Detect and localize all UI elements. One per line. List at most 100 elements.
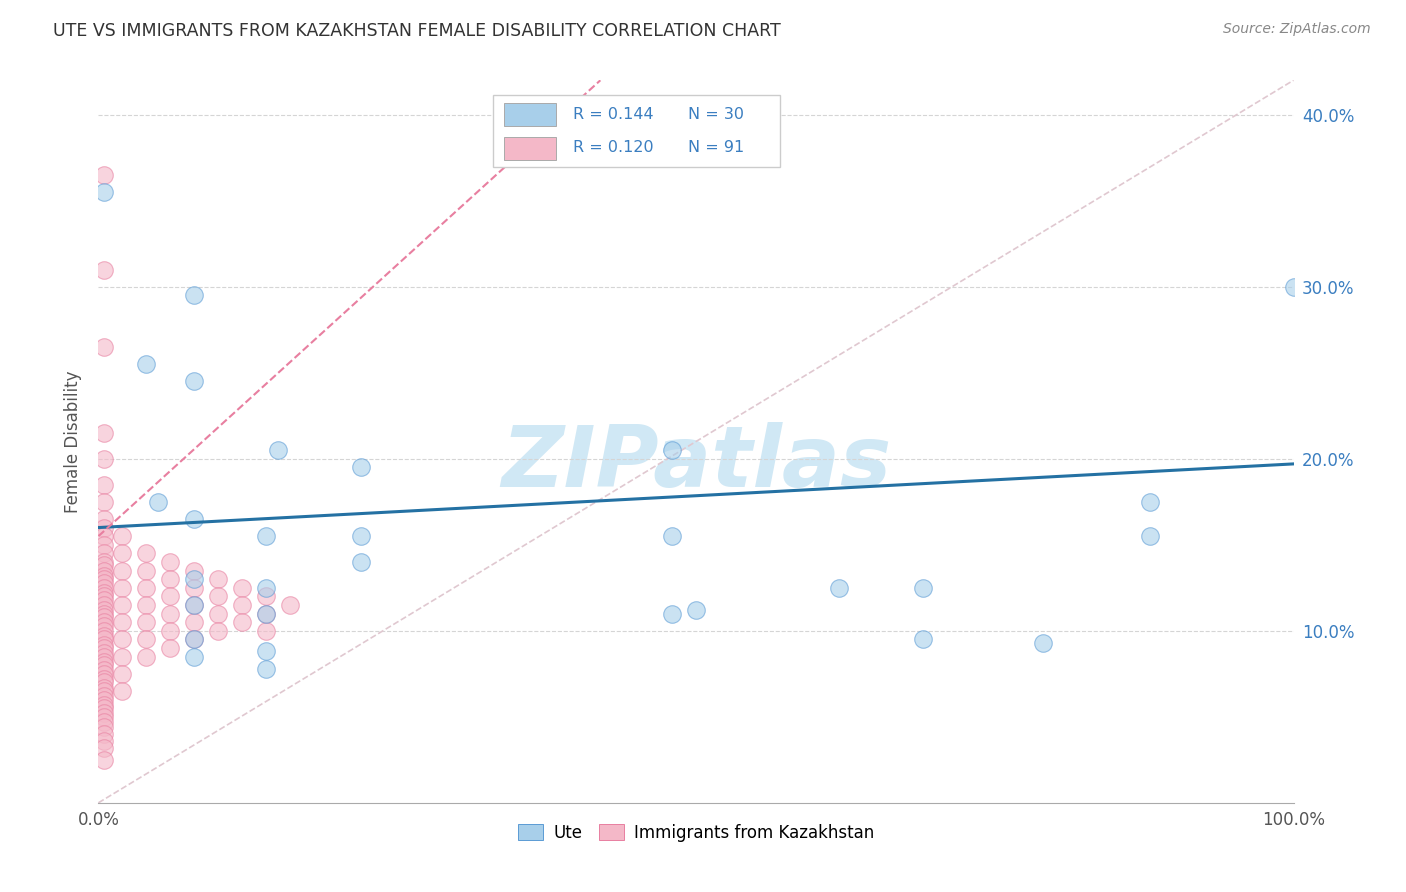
Point: [93, 684, 115, 698]
Point: [183, 512, 205, 526]
Point: [93, 632, 115, 647]
Point: [254, 590, 277, 604]
Point: [93, 586, 115, 600]
Point: [183, 632, 205, 647]
Point: [93, 451, 115, 466]
Point: [93, 655, 115, 669]
Point: [148, 494, 170, 508]
Point: [254, 581, 277, 595]
Point: [159, 555, 181, 569]
Point: [207, 572, 229, 586]
Point: [93, 646, 115, 660]
Point: [93, 638, 115, 652]
Point: [93, 185, 115, 199]
Point: [1282, 279, 1305, 293]
Point: [93, 649, 115, 664]
Point: [183, 615, 205, 630]
Point: [135, 632, 157, 647]
Point: [93, 710, 115, 724]
Point: [111, 615, 134, 630]
Point: [135, 649, 157, 664]
Point: [111, 632, 134, 647]
Point: [93, 555, 115, 569]
Point: [93, 698, 115, 712]
Point: [111, 529, 134, 543]
Point: [1139, 494, 1161, 508]
Point: [93, 568, 115, 582]
Point: [93, 689, 115, 703]
Point: [207, 607, 229, 621]
Point: [93, 701, 115, 715]
Point: [135, 564, 157, 578]
Point: [911, 632, 934, 647]
Point: [828, 581, 851, 595]
Point: [183, 598, 205, 612]
Point: [93, 494, 115, 508]
Point: [111, 581, 134, 595]
Point: [350, 555, 373, 569]
Point: [93, 529, 115, 543]
Point: [93, 753, 115, 767]
Point: [93, 706, 115, 721]
Point: [183, 564, 205, 578]
Point: [93, 692, 115, 706]
Point: [254, 607, 277, 621]
Text: UTE VS IMMIGRANTS FROM KAZAKHSTAN FEMALE DISABILITY CORRELATION CHART: UTE VS IMMIGRANTS FROM KAZAKHSTAN FEMALE…: [53, 22, 782, 40]
Point: [254, 662, 277, 676]
Point: [93, 624, 115, 638]
Point: [93, 658, 115, 673]
Point: [183, 598, 205, 612]
Point: [254, 529, 277, 543]
Point: [93, 546, 115, 560]
Point: [159, 572, 181, 586]
Point: [93, 675, 115, 690]
Point: [93, 262, 115, 277]
Point: [93, 629, 115, 643]
Point: [93, 640, 115, 655]
Text: Source: ZipAtlas.com: Source: ZipAtlas.com: [1223, 22, 1371, 37]
Point: [911, 581, 934, 595]
Point: [93, 727, 115, 741]
Point: [93, 477, 115, 491]
Point: [183, 581, 205, 595]
Point: [254, 607, 277, 621]
Point: [111, 564, 134, 578]
Point: [685, 603, 707, 617]
Point: [135, 546, 157, 560]
Point: [93, 672, 115, 686]
Point: [93, 666, 115, 681]
Point: [183, 649, 205, 664]
Point: [183, 375, 205, 389]
Point: [207, 590, 229, 604]
Point: [135, 615, 157, 630]
Point: [93, 610, 115, 624]
Point: [1139, 529, 1161, 543]
Point: [111, 649, 134, 664]
Point: [661, 607, 683, 621]
Point: [231, 598, 253, 612]
Point: [278, 598, 301, 612]
Point: [93, 598, 115, 612]
Point: [111, 598, 134, 612]
Point: [93, 590, 115, 604]
Point: [267, 443, 290, 458]
Point: [93, 558, 115, 573]
Point: [93, 538, 115, 552]
Point: [183, 632, 205, 647]
Point: [159, 640, 181, 655]
Point: [93, 740, 115, 755]
Point: [93, 615, 115, 630]
Point: [93, 592, 115, 607]
Legend: Ute, Immigrants from Kazakhstan: Ute, Immigrants from Kazakhstan: [512, 817, 880, 848]
Point: [183, 288, 205, 302]
Text: ZIPatlas: ZIPatlas: [501, 422, 891, 505]
Point: [111, 546, 134, 560]
Point: [93, 581, 115, 595]
Point: [93, 714, 115, 729]
Point: [231, 581, 253, 595]
Point: [111, 684, 134, 698]
Point: [159, 607, 181, 621]
Point: [350, 460, 373, 475]
Point: [231, 615, 253, 630]
Point: [135, 357, 157, 371]
